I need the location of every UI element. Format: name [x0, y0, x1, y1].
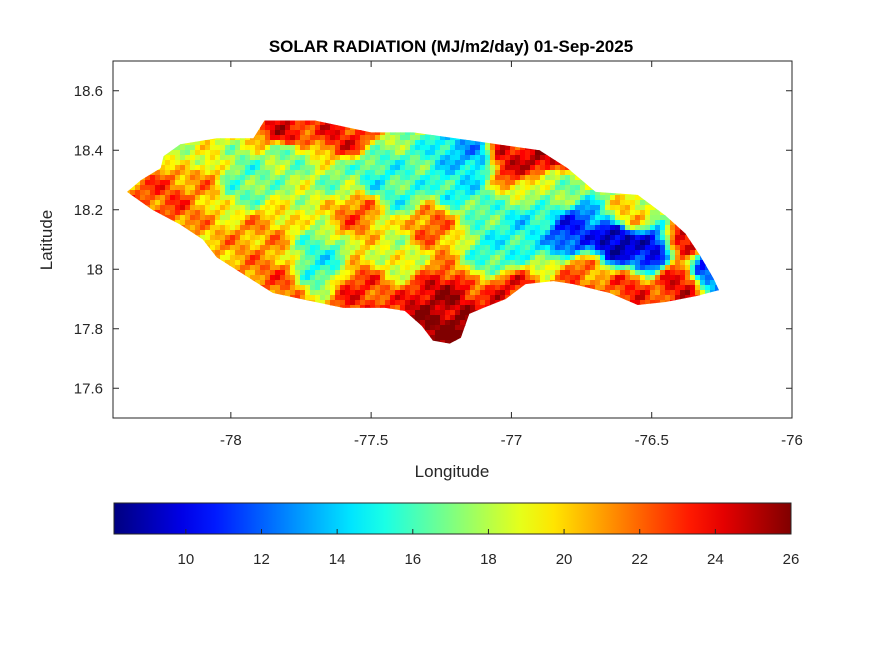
y-axis-label: Latitude [37, 210, 56, 271]
y-tick-label: 18.6 [74, 83, 103, 100]
x-axis: -78 -77.5 -77 -76.5 -76 [220, 61, 803, 449]
colorbar-gradient [113, 502, 792, 535]
colorbar-tick-label: 14 [329, 551, 346, 568]
x-tick-label: -78 [220, 432, 242, 449]
colorbar-tick-label: 22 [631, 551, 648, 568]
colorbar-tick-label: 20 [556, 551, 573, 568]
y-tick-label: 18.4 [74, 142, 103, 159]
x-tick-label: -77.5 [354, 432, 388, 449]
colorbar-tick-label: 24 [707, 551, 724, 568]
colorbar-tick-label: 16 [404, 551, 421, 568]
x-tick-label: -77 [501, 432, 523, 449]
colorbar-tick-label: 10 [178, 551, 195, 568]
y-axis: 17.6 17.8 18 18.2 18.4 18.6 [74, 83, 792, 397]
colorbar: 10 12 14 16 18 20 22 24 26 [113, 502, 800, 568]
y-tick-label: 18.2 [74, 202, 103, 219]
x-axis-label: Longitude [415, 462, 490, 481]
colorbar-tick-label: 26 [783, 551, 800, 568]
x-tick-label: -76.5 [635, 432, 669, 449]
colorbar-tick-label: 18 [480, 551, 497, 568]
colorbar-tick-label: 12 [253, 551, 270, 568]
y-tick-label: 18 [86, 261, 103, 278]
y-tick-label: 17.8 [74, 321, 103, 338]
y-tick-label: 17.6 [74, 380, 103, 397]
x-tick-label: -76 [781, 432, 803, 449]
chart-title: SOLAR RADIATION (MJ/m2/day) 01-Sep-2025 [269, 37, 633, 56]
